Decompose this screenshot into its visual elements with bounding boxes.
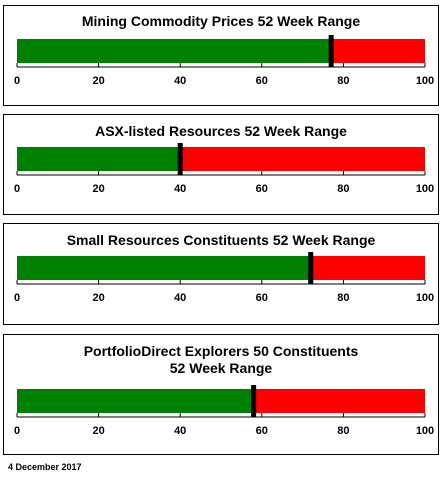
report-date: 4 December 2017 bbox=[8, 462, 82, 472]
x-tick-label: 60 bbox=[256, 75, 268, 87]
current-position-marker bbox=[308, 252, 314, 284]
current-position-marker bbox=[251, 385, 257, 417]
commodity-prices-panel: Mining Commodity Prices 52 Week Range 0 2… bbox=[3, 5, 439, 106]
below-range-bar bbox=[17, 39, 332, 63]
x-tick-label: 20 bbox=[92, 183, 104, 195]
x-tick-label: 0 bbox=[14, 75, 20, 87]
x-tick-label: 80 bbox=[337, 75, 349, 87]
range-chart: 0 20 40 60 80 100 bbox=[14, 143, 434, 195]
x-tick-label: 20 bbox=[92, 425, 104, 437]
x-tick-label: 80 bbox=[337, 183, 349, 195]
x-tick-label: 0 bbox=[14, 425, 20, 437]
x-tick-label: 20 bbox=[92, 292, 104, 304]
range-chart: 0 20 40 60 80 100 bbox=[14, 35, 434, 87]
below-range-bar bbox=[17, 147, 181, 171]
x-tick-label: 40 bbox=[174, 425, 186, 437]
chart-title: Small Resources Constituents 52 Week Ran… bbox=[66, 232, 376, 248]
range-chart: 0 20 40 60 80 100 bbox=[14, 252, 434, 304]
x-tick-label: 100 bbox=[416, 75, 434, 87]
explorers-50-panel: PortfolioDirect Explorers 50 Constituent… bbox=[3, 334, 439, 455]
x-tick-label: 60 bbox=[256, 183, 268, 195]
x-tick-label: 0 bbox=[14, 292, 20, 304]
x-tick-label: 80 bbox=[337, 425, 349, 437]
x-tick-label: 0 bbox=[14, 183, 20, 195]
x-tick-label: 100 bbox=[416, 292, 434, 304]
chart-title: Mining Commodity Prices 52 Week Range bbox=[81, 13, 361, 29]
chart-subtitle: 52 Week Range bbox=[169, 360, 273, 376]
above-range-bar bbox=[310, 256, 425, 280]
x-tick-label: 80 bbox=[337, 292, 349, 304]
chart-title: ASX-listed Resources 52 Week Range bbox=[95, 123, 347, 139]
x-tick-label: 100 bbox=[416, 425, 434, 437]
x-tick-label: 40 bbox=[174, 292, 186, 304]
small-resources-panel: Small Resources Constituents 52 Week Ran… bbox=[3, 223, 439, 325]
x-tick-label: 100 bbox=[416, 183, 434, 195]
x-tick-label: 40 bbox=[174, 183, 186, 195]
current-position-marker bbox=[177, 143, 183, 175]
above-range-bar bbox=[331, 39, 425, 63]
x-tick-label: 60 bbox=[256, 292, 268, 304]
above-range-bar bbox=[180, 147, 425, 171]
current-position-marker bbox=[328, 35, 334, 67]
x-tick-label: 60 bbox=[256, 425, 268, 437]
asx-resources-panel: ASX-listed Resources 52 Week Range 0 20 40… bbox=[3, 114, 439, 215]
x-tick-label: 40 bbox=[174, 75, 186, 87]
below-range-bar bbox=[17, 256, 311, 280]
range-chart: 0 20 40 60 80 100 bbox=[14, 385, 434, 437]
below-range-bar bbox=[17, 389, 254, 413]
chart-title: PortfolioDirect Explorers 50 Constituent… bbox=[83, 343, 359, 359]
above-range-bar bbox=[253, 389, 425, 413]
x-tick-label: 20 bbox=[92, 75, 104, 87]
